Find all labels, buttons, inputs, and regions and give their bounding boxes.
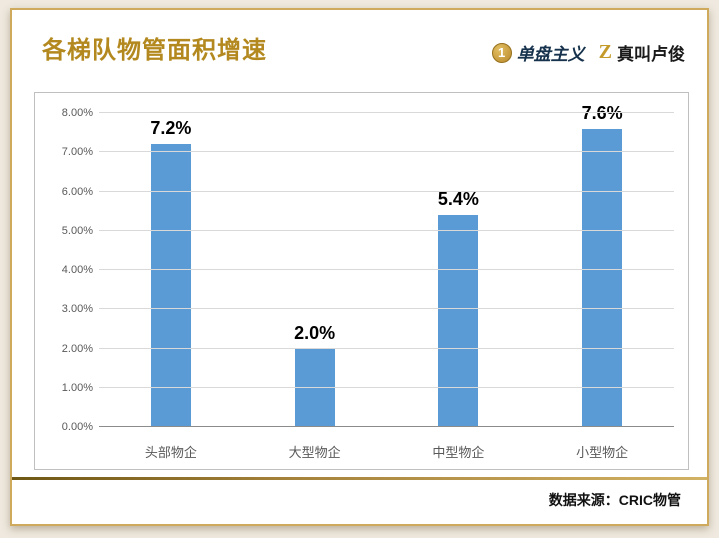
gridline (99, 229, 674, 231)
gridline (99, 347, 674, 349)
category-label: 小型物企 (576, 445, 629, 460)
y-axis-tick: 2.00% (61, 342, 93, 355)
category-label: 大型物企 (288, 445, 341, 460)
bar-column: 7.6% (530, 103, 674, 427)
brand-logos: 1 单盘主义 Z 真叫卢俊 (491, 40, 685, 65)
y-axis-tick: 1.00% (61, 381, 93, 394)
bar (150, 144, 191, 427)
brand-zhenjiaolujun-label: 真叫卢俊 (617, 45, 685, 64)
y-axis-tick: 3.00% (61, 303, 93, 316)
bar-value-label: 5.4% (437, 189, 479, 210)
chart-card: 各梯队物管面积增速 1 单盘主义 Z 真叫卢俊 7.2% 2.0% 5.4% 7.6%… (10, 8, 709, 526)
y-axis-tick: 4.00% (61, 264, 93, 276)
page-title: 各梯队物管面积增速 (42, 37, 267, 64)
category-label: 头部物企 (144, 445, 197, 460)
gridline (99, 190, 674, 192)
brand-danpanzhuyi-label: 单盘主义 (516, 45, 585, 64)
bar (294, 348, 335, 427)
data-source-note: 数据来源：CRIC物管 (548, 492, 681, 508)
y-axis-tick: 6.00% (61, 185, 93, 198)
bar-column: 7.2% (99, 113, 243, 427)
bar-value-label: 7.2% (150, 118, 192, 139)
z-mark-icon: Z (598, 41, 612, 63)
brand-zhenjiaolujun: Z 真叫卢俊 (599, 40, 685, 65)
bar-chart: 7.2% 2.0% 5.4% 7.6% 头部物企 大型物企 中型物企 小型物企 0.00% 1… (34, 92, 689, 470)
y-axis-tick: 8.00% (61, 107, 93, 119)
gridline (99, 269, 674, 270)
footer-divider (12, 477, 707, 480)
y-axis-tick: 7.00% (61, 146, 93, 159)
plot-area: 7.2% 2.0% 5.4% 7.6% (99, 103, 674, 427)
gridline (99, 151, 674, 153)
gridline (99, 112, 674, 113)
bar-column: 5.4% (387, 113, 531, 427)
bar-value-label: 7.6% (581, 102, 623, 123)
bar-column: 2.0% (243, 113, 387, 427)
category-label: 中型物企 (432, 445, 485, 460)
gridline (99, 386, 674, 388)
bar-value-label: 2.0% (294, 322, 336, 343)
y-axis-tick: 0.00% (61, 421, 93, 433)
x-axis-line (99, 426, 674, 427)
bar (582, 128, 623, 427)
brand-danpanzhuyi: 1 单盘主义 (491, 40, 585, 65)
coin-1-icon: 1 (491, 42, 512, 63)
gridline (99, 308, 674, 310)
y-axis-tick: 5.00% (61, 224, 93, 237)
bar (438, 215, 479, 427)
x-axis-labels: 头部物企 大型物企 中型物企 小型物企 (99, 442, 674, 461)
bar-columns: 7.2% 2.0% 5.4% 7.6% (99, 103, 674, 427)
